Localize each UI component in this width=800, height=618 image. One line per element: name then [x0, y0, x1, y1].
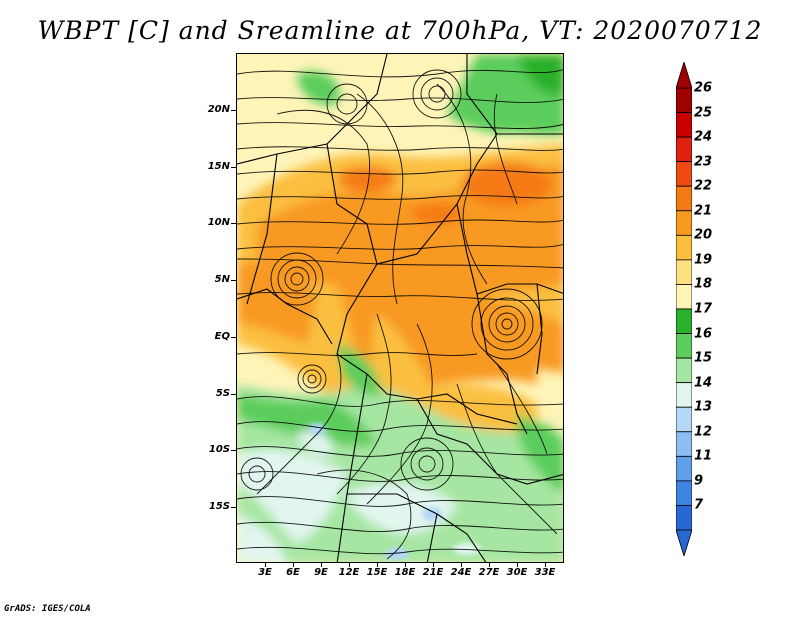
lon-label-30e: 30E — [506, 567, 528, 578]
colorbar-label: 20 — [694, 227, 713, 243]
colorbar-label: 23 — [694, 154, 713, 170]
colorbar-swatch — [676, 357, 692, 384]
colorbar-label: 21 — [694, 203, 713, 219]
colorbar-swatch — [676, 87, 692, 113]
lat-tick — [231, 337, 236, 338]
colorbar-overflow-top — [676, 62, 692, 89]
colorbar-swatch — [676, 234, 692, 261]
colorbar-swatch — [676, 431, 692, 457]
lon-tick — [405, 563, 406, 567]
colorbar-swatch — [676, 112, 692, 138]
lat-tick — [231, 450, 236, 451]
colorbar-label: 22 — [694, 178, 713, 194]
lon-tick — [349, 563, 350, 567]
colorbar-swatch — [676, 382, 692, 408]
chart-title: WBPT [C] and Sreamline at 700hPa, VT: 20… — [37, 16, 763, 45]
lat-label-eq: EQ — [214, 331, 230, 342]
lat-tick — [231, 394, 236, 395]
lon-label-21e: 21E — [422, 567, 444, 578]
lon-tick — [545, 563, 546, 567]
streamlines — [237, 69, 563, 560]
colorbar-label: 19 — [694, 252, 713, 268]
colorbar-swatch — [676, 259, 692, 285]
wbpt-cold-spots — [309, 423, 481, 560]
colorbar-swatch — [676, 505, 692, 531]
colorbar-label: 25 — [694, 105, 713, 121]
lon-label-6e: 6E — [286, 567, 300, 578]
lon-tick — [433, 563, 434, 567]
lon-label-18e: 18E — [394, 567, 416, 578]
lon-label-15e: 15E — [366, 567, 388, 578]
lon-tick — [489, 563, 490, 567]
lon-tick — [517, 563, 518, 567]
lon-tick — [377, 563, 378, 567]
colorbar-overflow-bottom — [676, 529, 692, 556]
wbpt-field-shading — [237, 54, 563, 562]
country-borders — [237, 54, 563, 562]
colorbar-swatch — [676, 333, 692, 359]
colorbar-swatch — [676, 406, 692, 433]
lon-label-33e: 33E — [534, 567, 556, 578]
colorbar-label: 24 — [694, 129, 713, 145]
lat-label-15s: 15S — [208, 501, 230, 512]
colorbar-swatch — [676, 480, 692, 506]
lon-label-12e: 12E — [338, 567, 360, 578]
colorbar-label: 16 — [694, 326, 713, 342]
colorbar-swatch — [676, 161, 692, 187]
lon-tick — [461, 563, 462, 567]
colorbar-swatch — [676, 308, 692, 334]
lat-tick — [231, 167, 236, 168]
lat-tick — [231, 223, 236, 224]
colorbar-swatch — [676, 455, 692, 482]
colorbar-swatch — [676, 185, 692, 212]
colorbar-label: 12 — [694, 424, 713, 440]
lon-label-24e: 24E — [450, 567, 472, 578]
colorbar-label: 15 — [694, 350, 713, 366]
colorbar-swatch — [676, 136, 692, 163]
lon-label-3e: 3E — [258, 567, 272, 578]
lat-label-10s: 10S — [208, 444, 230, 455]
map-canvas — [237, 54, 563, 562]
colorbar-label: 7 — [694, 497, 704, 513]
colorbar-label: 9 — [694, 473, 704, 489]
lon-label-27e: 27E — [478, 567, 500, 578]
colorbar-label: 11 — [694, 448, 713, 464]
lat-label-10n: 10N — [207, 217, 230, 228]
lat-tick — [231, 110, 236, 111]
colorbar-label: 14 — [694, 375, 713, 391]
lat-label-5s: 5S — [215, 388, 230, 399]
colorbar-swatch — [676, 210, 692, 236]
lat-label-5n: 5N — [214, 274, 230, 285]
lat-tick — [231, 507, 236, 508]
lon-tick — [321, 563, 322, 567]
colorbar-label: 26 — [694, 80, 713, 96]
lat-label-15n: 15N — [207, 161, 230, 172]
colorbar — [676, 62, 692, 556]
lat-label-20n: 20N — [207, 104, 230, 115]
colorbar-swatch — [676, 284, 692, 310]
lat-tick — [231, 280, 236, 281]
colorbar-label: 17 — [694, 301, 713, 317]
colorbar-label: 13 — [694, 399, 713, 415]
lon-label-9e: 9E — [314, 567, 328, 578]
weather-map — [236, 53, 564, 563]
colorbar-label: 18 — [694, 276, 713, 292]
grads-credit: GrADS: IGES/COLA — [4, 604, 91, 614]
lon-tick — [293, 563, 294, 567]
lon-tick — [265, 563, 266, 567]
